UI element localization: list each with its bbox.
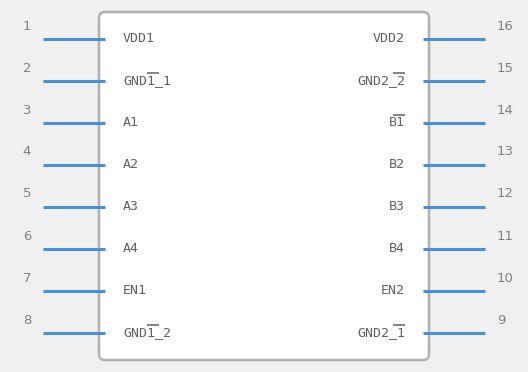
Text: A4: A4 [123,243,139,256]
Text: 13: 13 [497,145,514,158]
Text: 2: 2 [23,61,31,74]
Text: B1: B1 [389,116,405,129]
Text: GND1_1: GND1_1 [123,74,171,87]
Text: VDD2: VDD2 [373,32,405,45]
Text: 5: 5 [23,187,31,201]
Text: 10: 10 [497,272,514,285]
Text: 4: 4 [23,145,31,158]
Text: 14: 14 [497,103,514,116]
Text: GND1_2: GND1_2 [123,327,171,340]
Text: 1: 1 [23,19,31,32]
Text: 12: 12 [497,187,514,201]
Text: 15: 15 [497,61,514,74]
Text: EN2: EN2 [381,285,405,298]
Text: EN1: EN1 [123,285,147,298]
Text: A2: A2 [123,158,139,171]
Text: 7: 7 [23,272,31,285]
Text: VDD1: VDD1 [123,32,155,45]
Text: B2: B2 [389,158,405,171]
Text: 8: 8 [23,314,31,327]
Text: 6: 6 [23,230,31,243]
Text: 11: 11 [497,230,514,243]
Text: GND2_1: GND2_1 [357,327,405,340]
Text: 3: 3 [23,103,31,116]
Text: GND2_2: GND2_2 [357,74,405,87]
Text: 9: 9 [497,314,505,327]
Text: A3: A3 [123,201,139,214]
Text: 16: 16 [497,19,514,32]
FancyBboxPatch shape [99,12,429,360]
Text: B3: B3 [389,201,405,214]
Text: B4: B4 [389,243,405,256]
Text: A1: A1 [123,116,139,129]
